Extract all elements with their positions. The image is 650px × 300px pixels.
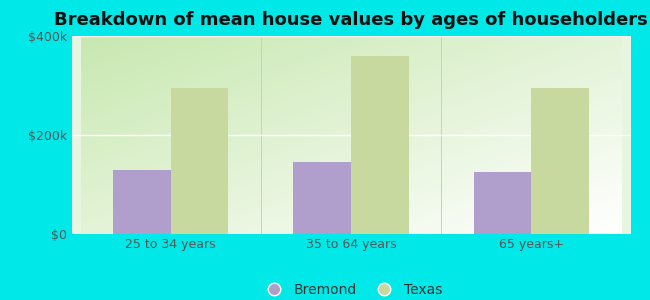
Bar — [171, 88, 228, 234]
Bar — [113, 170, 171, 234]
Bar — [351, 56, 409, 234]
Bar — [531, 88, 589, 234]
Bar — [474, 172, 531, 234]
Bar — [293, 162, 351, 234]
Legend: Bremond, Texas: Bremond, Texas — [254, 277, 448, 300]
Title: Breakdown of mean house values by ages of householders: Breakdown of mean house values by ages o… — [54, 11, 648, 29]
